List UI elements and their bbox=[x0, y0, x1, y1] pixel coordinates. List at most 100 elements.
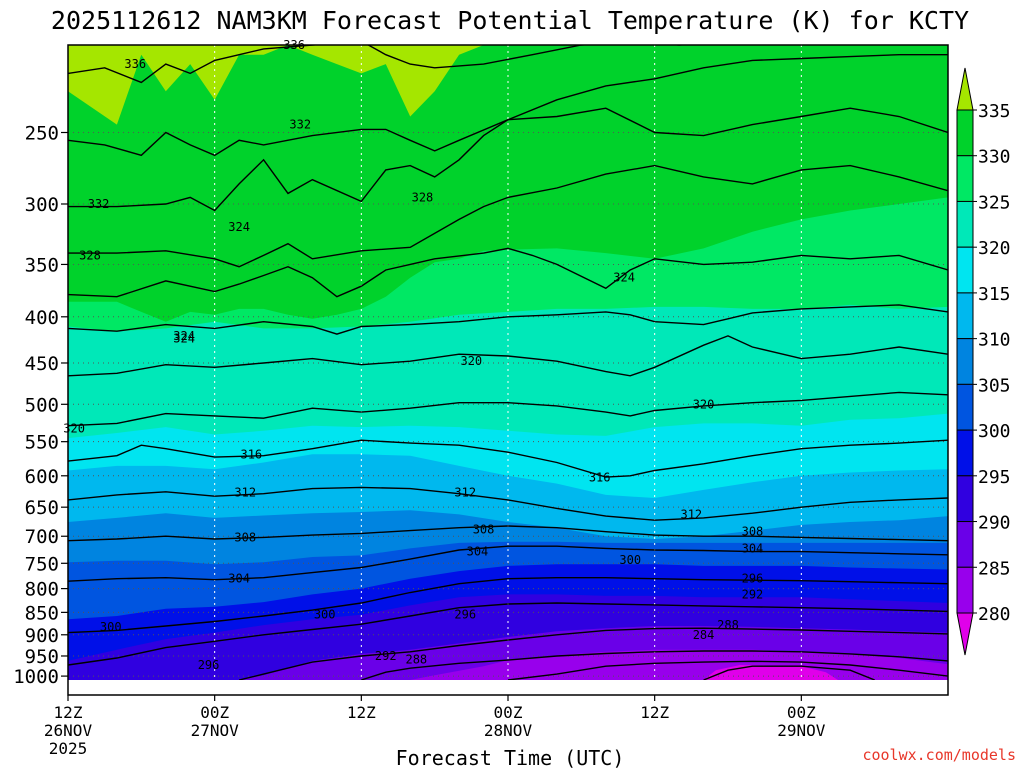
x-tick-label-60-line1: 00Z bbox=[787, 703, 816, 722]
y-tick-label-700: 700 bbox=[25, 526, 59, 548]
contour-line-288 bbox=[361, 650, 948, 680]
y-tick-label-950: 950 bbox=[25, 646, 59, 668]
x-axis-title: Forecast Time (UTC) bbox=[396, 746, 625, 768]
y-tick-label-600: 600 bbox=[25, 466, 59, 488]
contour-label-296: 296 bbox=[198, 658, 220, 672]
colorbar-label-280: 280 bbox=[978, 604, 1011, 625]
contour-line-332 bbox=[68, 54, 948, 157]
contour-label-328: 328 bbox=[412, 190, 434, 204]
contour-labels: 3363363323283323283243243243243203203203… bbox=[63, 38, 763, 672]
colorbar-label-300: 300 bbox=[978, 421, 1011, 442]
contour-label-328: 328 bbox=[79, 248, 101, 262]
x-tick-label-0-line3: 2025 bbox=[49, 739, 88, 758]
colorbar-label-320: 320 bbox=[978, 238, 1011, 259]
x-tick-label-48-line1: 12Z bbox=[640, 703, 669, 722]
y-tick-label-1000: 1000 bbox=[13, 666, 59, 688]
contour-line-284 bbox=[507, 660, 948, 680]
colorbar-label-295: 295 bbox=[978, 467, 1011, 488]
contour-label-324: 324 bbox=[173, 329, 195, 343]
contour-label-296: 296 bbox=[742, 572, 764, 586]
y-tick-label-250: 250 bbox=[25, 122, 59, 144]
contour-label-320: 320 bbox=[460, 354, 482, 368]
contour-label-320: 320 bbox=[63, 422, 85, 436]
contour-label-300: 300 bbox=[100, 620, 122, 634]
x-tick-label-0-line1: 12Z bbox=[54, 703, 83, 722]
colorbar-swatch-280 bbox=[956, 566, 974, 614]
contour-line-300 bbox=[68, 577, 948, 634]
contour-label-336: 336 bbox=[124, 57, 146, 71]
contour-label-312: 312 bbox=[680, 507, 702, 521]
contour-line-308 bbox=[68, 525, 948, 542]
colorbar-label-305: 305 bbox=[978, 375, 1011, 396]
colorbar-top-triangle bbox=[956, 67, 974, 111]
y-tick-label-800: 800 bbox=[25, 579, 59, 601]
contour-line-unlabeled-17 bbox=[703, 665, 875, 680]
colorbar-label-335: 335 bbox=[978, 101, 1011, 122]
contour-label-324: 324 bbox=[173, 332, 195, 346]
contour-line-316 bbox=[68, 439, 948, 478]
colorbar-label-315: 315 bbox=[978, 284, 1011, 305]
y-tick-label-900: 900 bbox=[25, 625, 59, 647]
contour-line-304 bbox=[68, 545, 948, 582]
y-tick-label-450: 450 bbox=[25, 353, 59, 375]
colorbar-label-330: 330 bbox=[978, 147, 1011, 168]
contour-label-308: 308 bbox=[473, 522, 495, 536]
contour-line-292 bbox=[238, 627, 948, 680]
y-tick-label-300: 300 bbox=[25, 194, 59, 216]
y-tick-label-500: 500 bbox=[25, 394, 59, 416]
chart-title: 2025112612 NAM3KM Forecast Potential Tem… bbox=[51, 6, 969, 35]
contour-line-320 bbox=[68, 391, 948, 427]
contour-label-316: 316 bbox=[240, 447, 262, 461]
colorbar-swatch-330 bbox=[956, 109, 974, 157]
y-tick-label-350: 350 bbox=[25, 254, 59, 276]
y-tick-label-850: 850 bbox=[25, 602, 59, 624]
contour-label-308: 308 bbox=[742, 525, 764, 539]
colorbar-label-285: 285 bbox=[978, 558, 1011, 579]
contour-label-304: 304 bbox=[228, 572, 250, 586]
colorbar-swatch-310 bbox=[956, 292, 974, 340]
contour-line-324 bbox=[68, 247, 948, 298]
colorbar: 335 330 325 320 315 310 305 300 295 290 285 280 bbox=[956, 67, 1011, 656]
x-tick-label-36-line2: 28NOV bbox=[484, 721, 533, 740]
colorbar-swatch-315 bbox=[956, 246, 974, 294]
contour-label-300: 300 bbox=[314, 608, 336, 622]
contour-label-284: 284 bbox=[693, 628, 715, 642]
x-tick-label-12-line2: 27NOV bbox=[191, 721, 240, 740]
contour-label-308: 308 bbox=[234, 530, 256, 544]
y-tick-label-750: 750 bbox=[25, 553, 59, 575]
surface-strip bbox=[68, 680, 948, 695]
x-tick-label-12-line1: 00Z bbox=[200, 703, 229, 722]
y-tick-label-400: 400 bbox=[25, 307, 59, 329]
colorbar-swatch-300 bbox=[956, 383, 974, 431]
x-tick-label-24-line1: 12Z bbox=[347, 703, 376, 722]
contour-line-324 bbox=[68, 304, 948, 335]
contour-label-288: 288 bbox=[405, 652, 427, 666]
contour-label-312: 312 bbox=[234, 485, 256, 499]
contour-label-320: 320 bbox=[693, 397, 715, 411]
colorbar-label-290: 290 bbox=[978, 513, 1011, 534]
colorbar-swatch-320 bbox=[956, 200, 974, 248]
contour-line-296 bbox=[68, 602, 948, 666]
contour-label-296: 296 bbox=[454, 608, 476, 622]
colorbar-label-310: 310 bbox=[978, 330, 1011, 351]
colorbar-swatch-305 bbox=[956, 338, 974, 385]
contour-label-324: 324 bbox=[613, 271, 635, 285]
contour-label-300: 300 bbox=[619, 553, 641, 567]
colorbar-swatch-290 bbox=[956, 475, 974, 523]
colorbar-swatch-285 bbox=[956, 521, 974, 568]
contour-label-332: 332 bbox=[88, 197, 110, 211]
colorbar-swatch-325 bbox=[956, 155, 974, 202]
colorbar-swatch-295 bbox=[956, 429, 974, 477]
x-tick-label-0-line2: 26NOV bbox=[44, 721, 93, 740]
contour-line-312 bbox=[68, 486, 948, 521]
contour-label-332: 332 bbox=[289, 118, 311, 132]
contour-label-292: 292 bbox=[742, 587, 764, 601]
credit-text: coolwx.com/models bbox=[862, 746, 1016, 764]
contour-label-304: 304 bbox=[467, 545, 489, 559]
y-axis: 2503003504004505005506006507007508008509… bbox=[13, 122, 68, 688]
contour-label-292: 292 bbox=[375, 649, 397, 663]
colorbar-label-325: 325 bbox=[978, 192, 1011, 213]
